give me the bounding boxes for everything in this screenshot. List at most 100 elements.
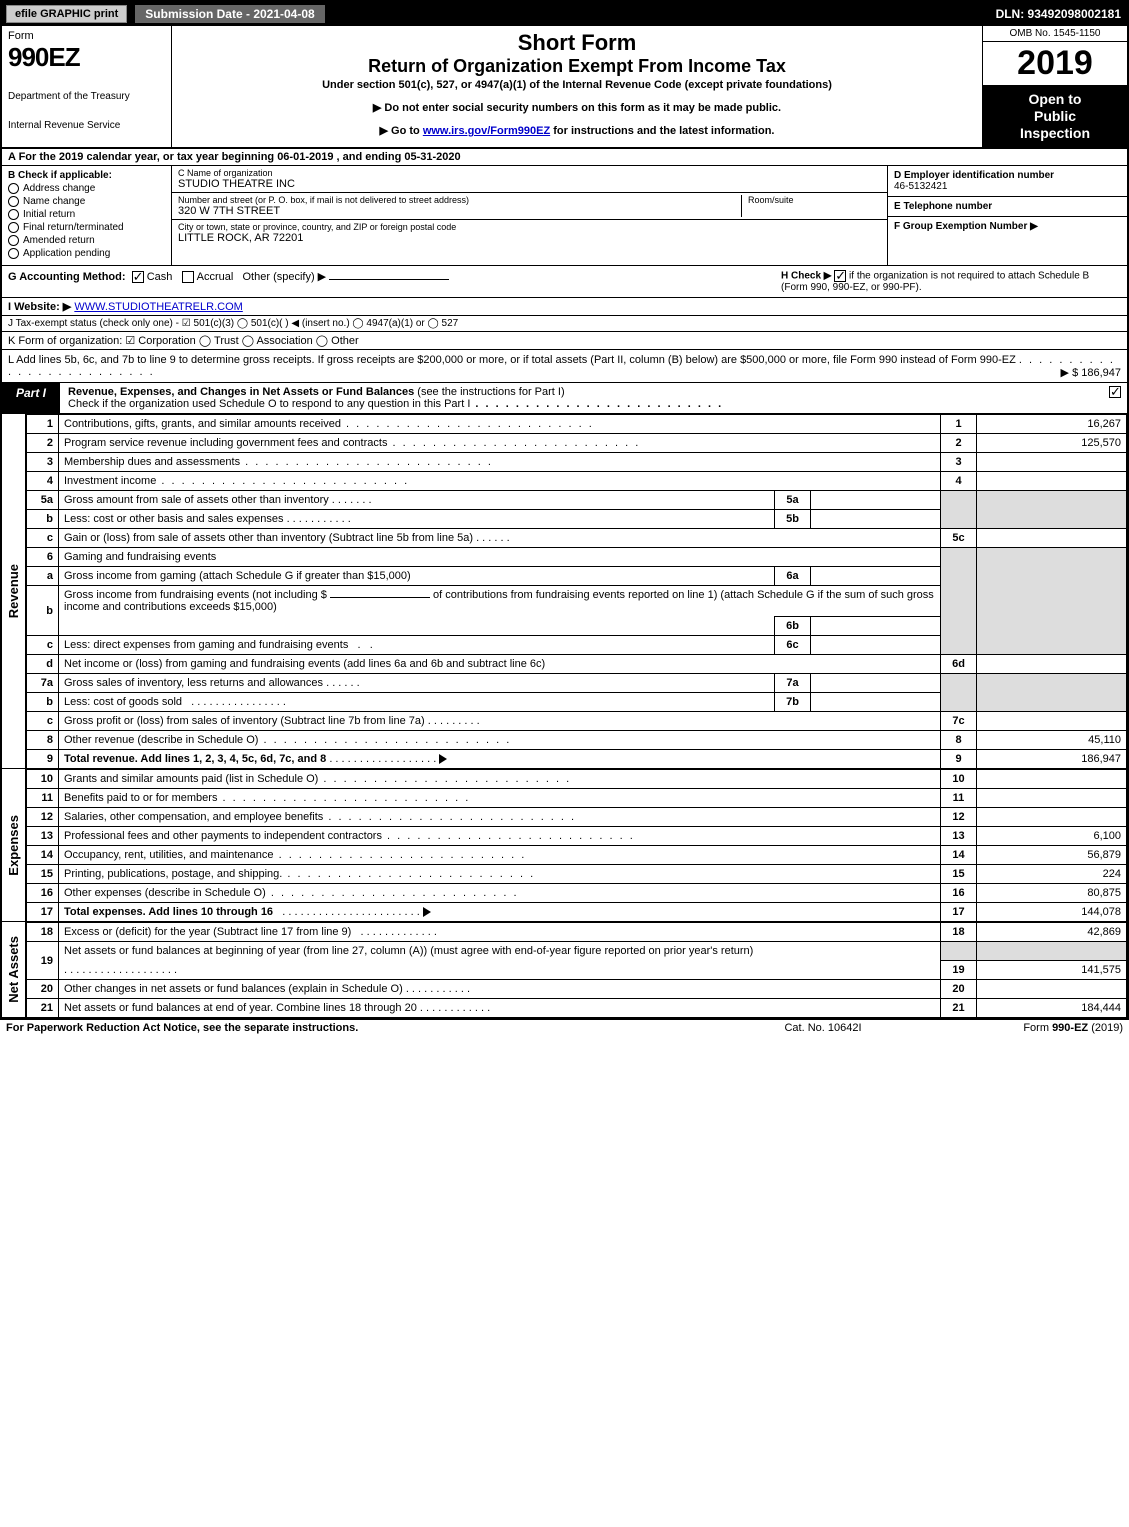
line7b-mn: 7b [775,693,811,712]
top-bar: efile GRAPHIC print Submission Date - 20… [2,2,1127,26]
g-other-input[interactable] [329,279,449,280]
line2-num: 2 [27,434,59,453]
line3-desc: Membership dues and assessments [64,456,240,468]
line13-desc: Professional fees and other payments to … [64,830,382,842]
lbl-amended: Amended return [23,235,95,246]
form-990ez-page: efile GRAPHIC print Submission Date - 20… [0,0,1129,1020]
lbl-name-change: Name change [23,196,85,207]
line6b-mv [811,617,941,636]
dots [258,734,511,746]
chk-amended[interactable] [8,235,19,246]
insp-1: Open to [1029,91,1082,107]
line2-desc: Program service revenue including govern… [64,437,387,449]
c-city-value: LITTLE ROCK, AR 72201 [178,232,881,244]
f-group-label: F Group Exemption Number ▶ [894,221,1121,232]
section-b-checks: B Check if applicable: Address change Na… [2,166,172,265]
line1-value: 16,267 [977,415,1127,434]
line5c-desc: Gain or (loss) from sale of assets other… [64,532,473,544]
line3-value [977,453,1127,472]
omb-number: OMB No. 1545-1150 [983,26,1127,42]
expenses-table: 10 Grants and similar amounts paid (list … [26,769,1127,922]
dots [318,773,571,785]
line1-desc: Contributions, gifts, grants, and simila… [64,418,341,430]
title-short-form: Short Form [180,30,974,56]
line7b-desc: Less: cost of goods sold [64,696,182,708]
irs-link[interactable]: www.irs.gov/Form990EZ [423,125,550,137]
line6a-desc: Gross income from gaming (attach Schedul… [59,567,775,586]
chk-app-pending[interactable] [8,248,19,259]
line19-value: 141,575 [977,960,1127,979]
line14-num: 14 [27,846,59,865]
line11-desc: Benefits paid to or for members [64,792,217,804]
chk-cash[interactable] [132,271,144,283]
line20-rnum: 20 [941,979,977,998]
net-assets-table: 18Excess or (deficit) for the year (Subt… [26,922,1127,1018]
line10-rnum: 10 [941,770,977,789]
line7c-value [977,712,1127,731]
line6-num: 6 [27,548,59,567]
line19-rnum: 19 [941,960,977,979]
efile-print-button[interactable]: efile GRAPHIC print [6,5,127,23]
dots [382,830,635,842]
chk-schedule-o[interactable] [1109,386,1121,398]
line4-num: 4 [27,472,59,491]
i-label: I Website: ▶ [8,301,71,313]
website-link[interactable]: WWW.STUDIOTHEATRELR.COM [74,301,242,313]
line13-value: 6,100 [977,827,1127,846]
chk-accrual[interactable] [182,271,194,283]
line5a-num: 5a [27,491,59,510]
c-addr-value: 320 W 7TH STREET [178,205,741,217]
c-name-value: STUDIO THEATRE INC [178,178,881,190]
line21-desc: Net assets or fund balances at end of ye… [64,1002,417,1014]
inspection-badge: Open to Public Inspection [983,85,1127,147]
line12-value [977,808,1127,827]
line6c-desc: Less: direct expenses from gaming and fu… [64,639,348,651]
line6b-amount-blank[interactable] [330,597,430,598]
line10-desc: Grants and similar amounts paid (list in… [64,773,318,785]
chk-final-return[interactable] [8,222,19,233]
org-info-block: B Check if applicable: Address change Na… [2,166,1127,266]
line8-value: 45,110 [977,731,1127,750]
chk-schedule-b[interactable] [834,270,846,282]
line1-num: 1 [27,415,59,434]
dots [266,887,519,899]
line15-rnum: 15 [941,865,977,884]
line8-desc: Other revenue (describe in Schedule O) [64,734,258,746]
line7a-num: 7a [27,674,59,693]
line6c-mv [811,636,941,655]
ssn-warning: ▶ Do not enter social security numbers o… [180,101,974,114]
line3-num: 3 [27,453,59,472]
header-right: OMB No. 1545-1150 2019 Open to Public In… [982,26,1127,147]
lbl-cash: Cash [147,271,173,283]
part-i-header: Part I Revenue, Expenses, and Changes in… [2,383,1127,414]
line10-num: 10 [27,770,59,789]
line4-rnum: 4 [941,472,977,491]
part-i-dots [470,398,723,410]
section-l-gross-receipts: L Add lines 5b, 6c, and 7b to line 9 to … [2,350,1127,383]
chk-address-change[interactable] [8,183,19,194]
line16-num: 16 [27,884,59,903]
line20-value [977,979,1127,998]
chk-name-change[interactable] [8,196,19,207]
dots [323,811,576,823]
d-ein-value: 46-5132421 [894,181,1121,192]
d-ein-label: D Employer identification number [894,170,1121,181]
c-city-label: City or town, state or province, country… [178,222,881,232]
line6-rval-shade [977,548,1127,655]
line7a-mn: 7a [775,674,811,693]
dots [282,868,535,880]
chk-initial-return[interactable] [8,209,19,220]
line18-rnum: 18 [941,923,977,942]
line5b-mn: 5b [775,510,811,529]
dots [156,475,409,487]
page-footer: For Paperwork Reduction Act Notice, see … [0,1020,1129,1036]
title-return: Return of Organization Exempt From Incom… [180,56,974,77]
line5ab-rnum-shade [941,491,977,529]
line6d-rnum: 6d [941,655,977,674]
goto-pre: ▶ Go to [380,125,423,137]
line18-value: 42,869 [977,923,1127,942]
line16-rnum: 16 [941,884,977,903]
line5a-mn: 5a [775,491,811,510]
part-i-sub: (see the instructions for Part I) [414,386,564,398]
line19-rnum-shade [941,942,977,961]
